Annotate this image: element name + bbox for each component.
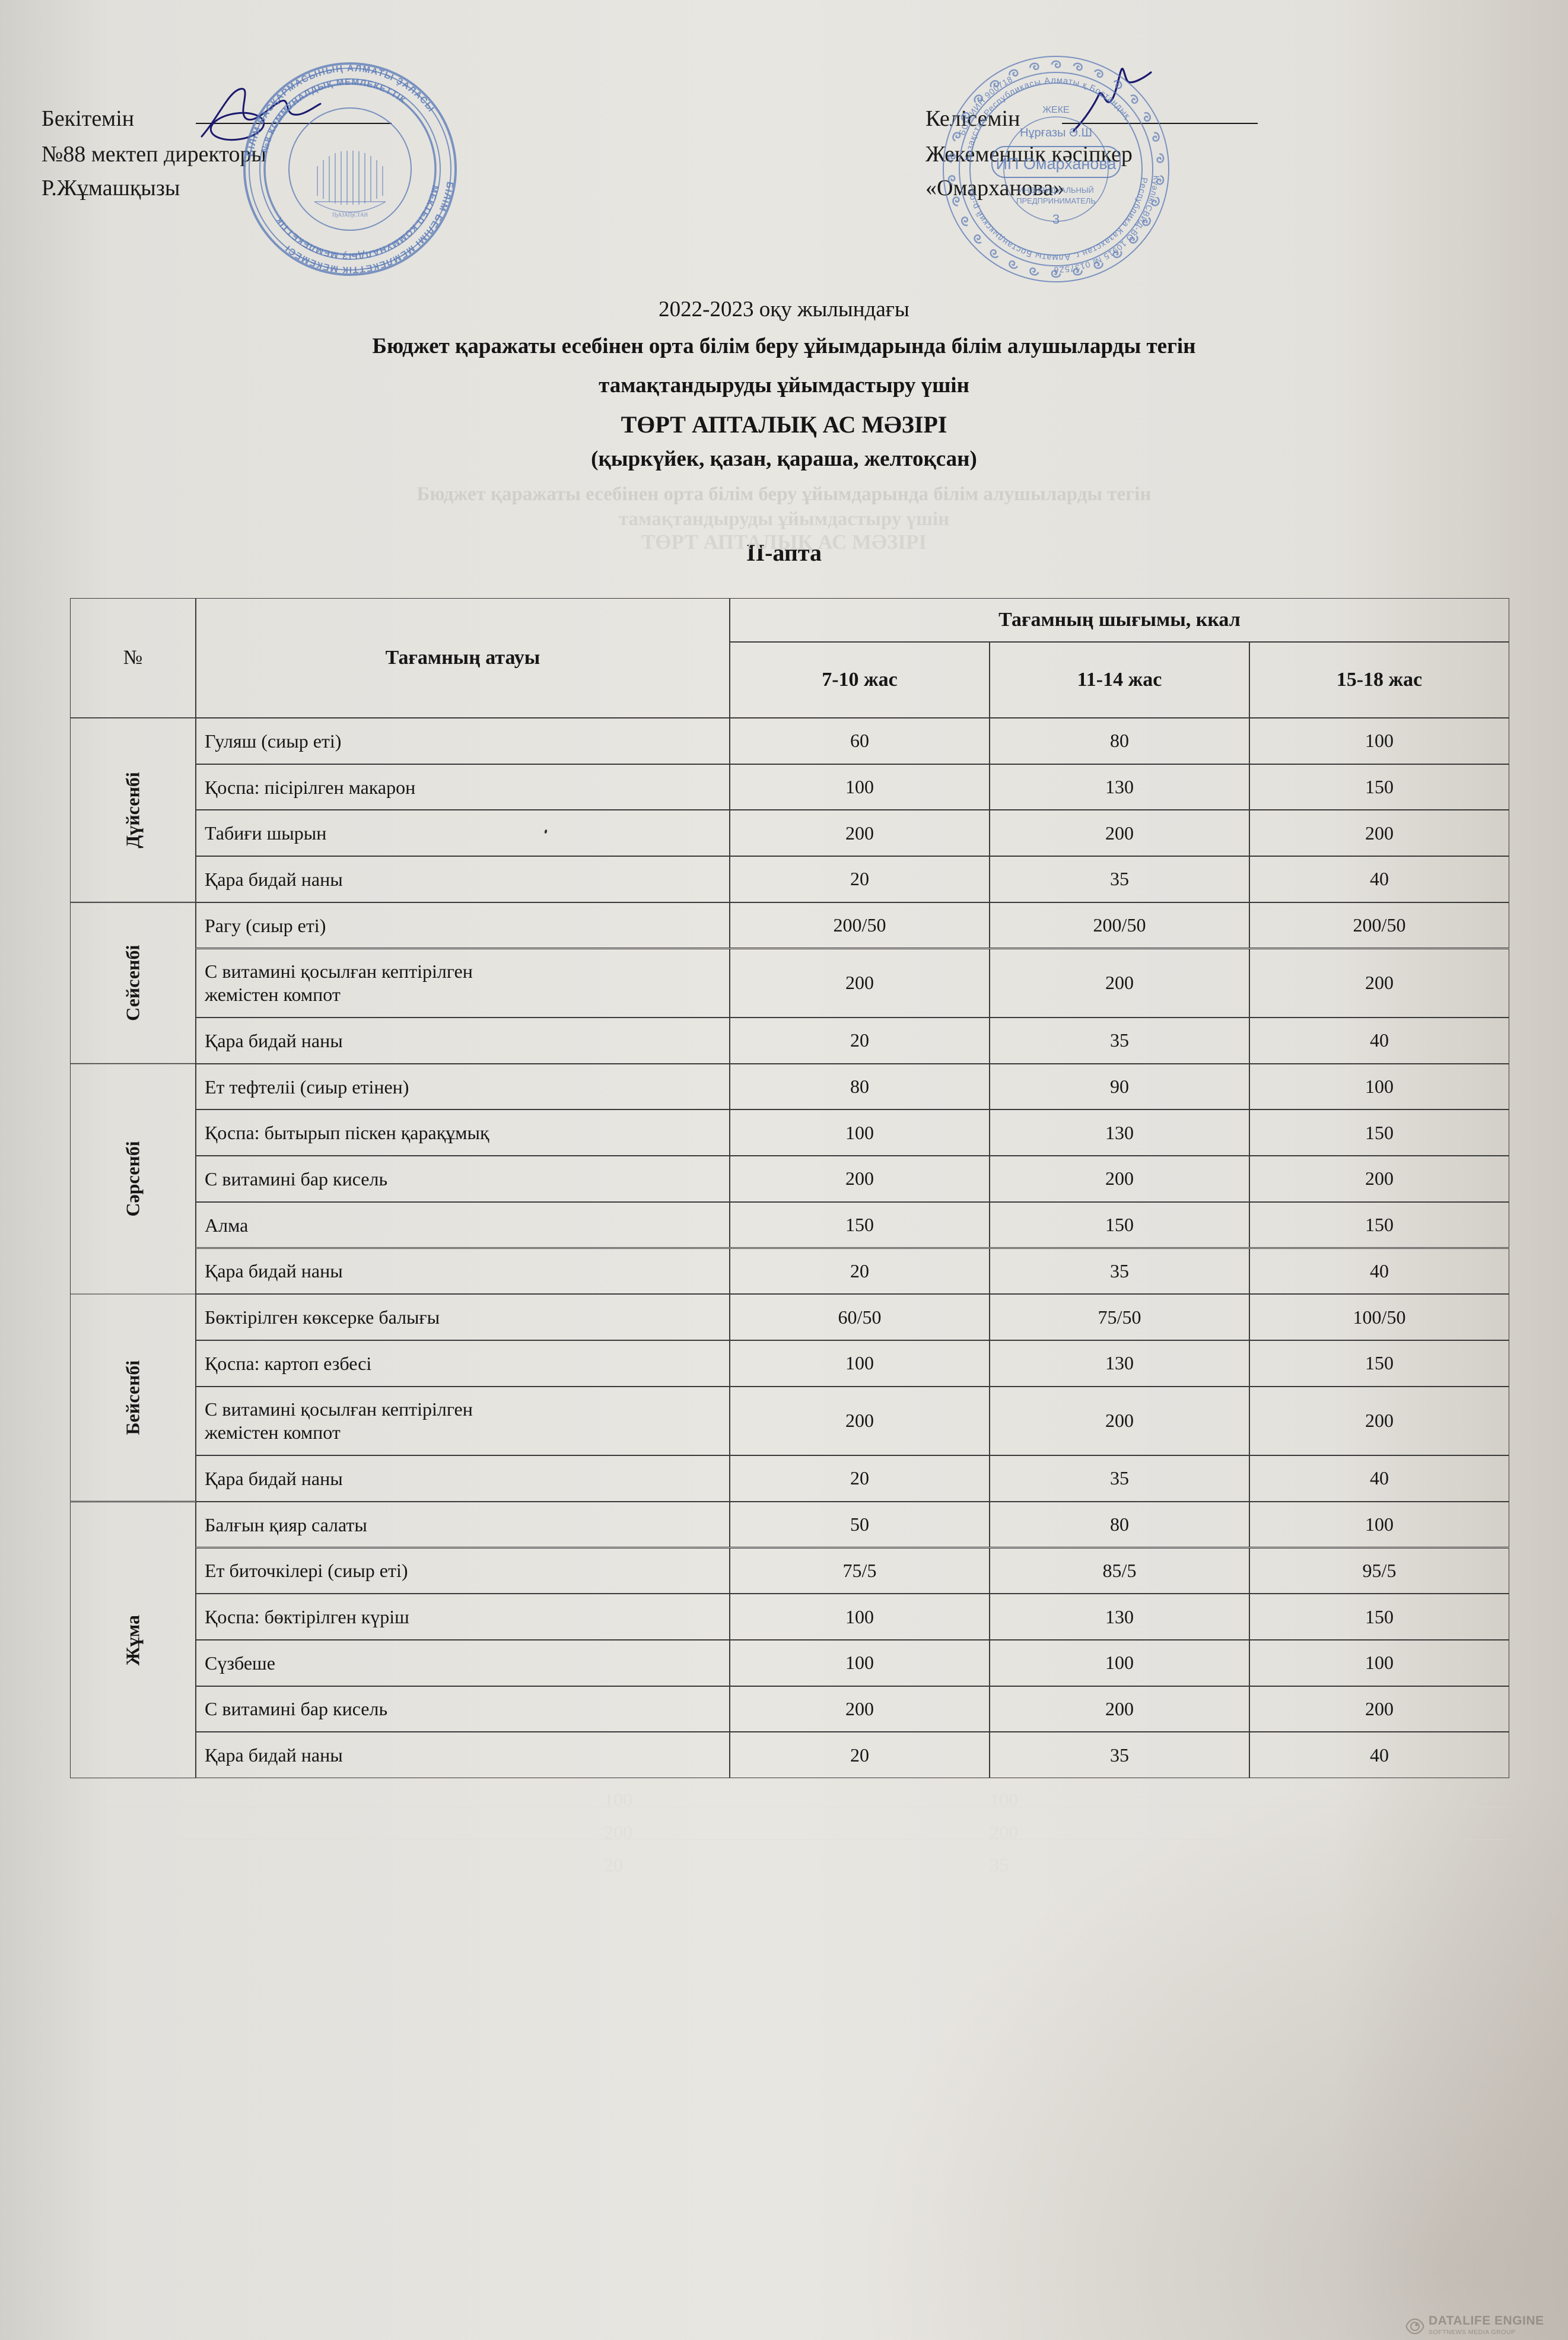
svg-text:ИП Омарханова: ИП Омарханова — [996, 155, 1117, 173]
svg-text:БСН/ИИН 900718: БСН/ИИН 900718 — [957, 74, 1014, 136]
svg-text:ҦАЗАҦСТАН: ҦАЗАҦСТАН — [332, 212, 368, 218]
svg-text:ИНДИВИДУАЛЬНЫЙ: ИНДИВИДУАЛЬНЫЙ — [1018, 186, 1094, 195]
svg-text:ПРЕДПРИНИМАТЕЛЬ: ПРЕДПРИНИМАТЕЛЬ — [1016, 196, 1096, 205]
svg-text:Нұрғазы Ә.Ш: Нұрғазы Ә.Ш — [1020, 126, 1092, 139]
svg-text:ЖЕКЕ: ЖЕКЕ — [1042, 105, 1069, 115]
svg-text:3: 3 — [1052, 212, 1060, 227]
